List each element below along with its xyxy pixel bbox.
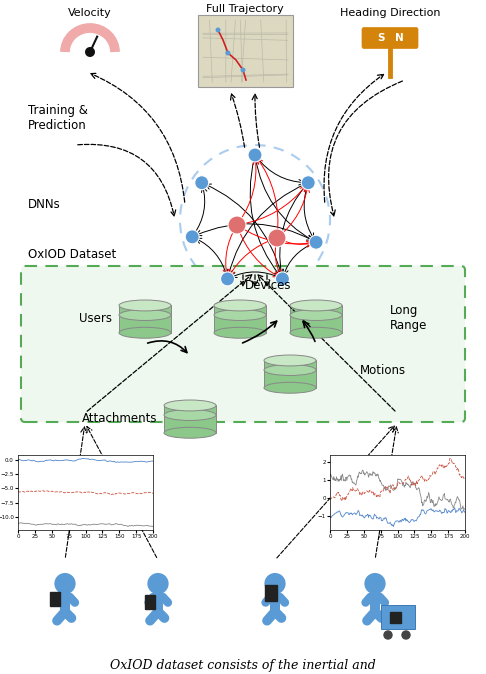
FancyArrowPatch shape [279,597,285,603]
Bar [370,592,380,611]
Text: Heading Direction: Heading Direction [340,8,440,18]
Text: Full Trajectory: Full Trajectory [206,4,284,14]
Text: Users: Users [79,311,111,324]
Ellipse shape [214,328,266,338]
Circle shape [195,176,209,189]
Circle shape [228,216,246,234]
FancyArrowPatch shape [67,613,71,618]
Ellipse shape [119,309,171,320]
FancyArrowPatch shape [266,597,270,603]
Ellipse shape [264,365,316,375]
FancyArrowPatch shape [380,597,385,603]
FancyArrowPatch shape [365,597,370,603]
FancyArrowPatch shape [267,614,273,621]
Text: OxIOD dataset consists of the inertial and: OxIOD dataset consists of the inertial a… [110,659,376,673]
Ellipse shape [290,300,342,311]
Text: Attachments: Attachments [82,412,158,425]
Text: Long
Range: Long Range [390,304,427,332]
Text: DNNs: DNNs [28,199,61,212]
Circle shape [301,176,315,189]
Circle shape [384,631,392,639]
FancyBboxPatch shape [198,15,293,87]
Bar [270,592,280,611]
Ellipse shape [214,309,266,320]
FancyBboxPatch shape [381,605,415,629]
Text: S: S [377,33,385,43]
Circle shape [248,148,262,162]
Ellipse shape [264,355,316,366]
Bar [290,305,342,333]
Circle shape [185,230,199,244]
FancyArrowPatch shape [150,614,156,621]
FancyBboxPatch shape [389,611,400,623]
FancyBboxPatch shape [264,584,277,601]
FancyBboxPatch shape [21,266,465,422]
FancyArrowPatch shape [377,613,382,618]
Circle shape [264,573,286,594]
FancyArrowPatch shape [163,597,168,603]
FancyArrowPatch shape [55,597,60,603]
Circle shape [226,51,230,55]
Ellipse shape [290,309,342,320]
Ellipse shape [164,400,216,411]
FancyArrowPatch shape [367,614,373,621]
Text: Motions: Motions [360,363,406,377]
Text: Training &
Prediction: Training & Prediction [28,104,88,132]
Text: Devices: Devices [245,279,291,292]
FancyBboxPatch shape [144,594,155,609]
Ellipse shape [164,410,216,421]
Circle shape [276,272,290,286]
FancyArrowPatch shape [149,597,154,603]
Bar [119,305,171,333]
Text: Velocity: Velocity [68,8,112,18]
Bar [153,592,163,611]
Ellipse shape [119,300,171,311]
Text: OxIOD Dataset: OxIOD Dataset [28,249,116,262]
FancyArrowPatch shape [57,614,63,621]
Bar [214,305,266,333]
Circle shape [54,573,76,594]
Circle shape [309,235,323,249]
Circle shape [241,67,245,73]
Circle shape [364,573,385,594]
Circle shape [215,28,221,32]
FancyArrowPatch shape [160,613,164,618]
Bar [60,592,70,611]
Ellipse shape [290,328,342,338]
Bar [264,361,316,388]
Bar [164,406,216,433]
Ellipse shape [264,382,316,393]
FancyBboxPatch shape [50,592,59,605]
Text: N: N [395,33,403,43]
Ellipse shape [214,300,266,311]
Circle shape [85,47,95,57]
Ellipse shape [164,427,216,438]
Circle shape [147,573,169,594]
Circle shape [221,272,235,286]
FancyArrowPatch shape [69,597,75,603]
Ellipse shape [119,328,171,338]
FancyArrowPatch shape [277,613,281,618]
Circle shape [402,631,410,639]
FancyBboxPatch shape [362,28,418,49]
Circle shape [268,229,286,247]
